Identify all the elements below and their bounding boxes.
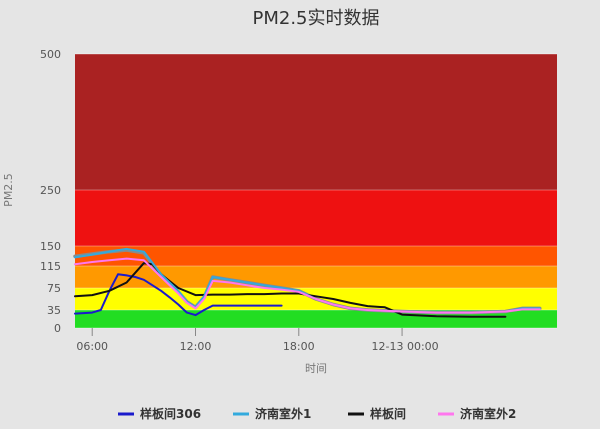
y-tick-label: 35	[47, 304, 61, 317]
legend-item[interactable]: 样板间306	[118, 406, 201, 421]
x-tick-label: 12-13 00:00	[371, 340, 438, 353]
series-line-样板间	[74, 262, 507, 318]
legend-item[interactable]: 济南室外2	[438, 406, 516, 421]
y-tick-label: 0	[54, 322, 61, 335]
legend-label: 济南室外2	[460, 406, 516, 421]
aqi-band-150-250	[75, 190, 557, 246]
y-tick-label: 115	[40, 260, 61, 273]
legend-label: 样板间	[370, 406, 406, 421]
aqi-band-75-115	[75, 266, 557, 288]
y-tick-label: 250	[40, 184, 61, 197]
legend-item[interactable]: 样板间	[348, 406, 406, 421]
y-tick-label: 75	[47, 282, 61, 295]
legend-label: 济南室外1	[255, 406, 311, 421]
y-tick-label: 500	[40, 48, 61, 61]
x-tick-label: 06:00	[76, 340, 108, 353]
chart-title: PM2.5实时数据	[252, 8, 379, 29]
legend-label: 样板间306	[140, 406, 201, 421]
legend[interactable]: 样板间306 济南室外1 样板间 济南室外2	[118, 406, 516, 421]
legend-item[interactable]: 济南室外1	[233, 406, 311, 421]
y-tick-label: 150	[40, 240, 61, 253]
aqi-band-250-500	[75, 54, 557, 190]
y-axis-label: PM2.5	[2, 173, 15, 207]
x-tick-label: 12:00	[180, 340, 212, 353]
x-tick-label: 18:00	[283, 340, 315, 353]
series-line-样板间306	[74, 273, 283, 317]
x-axis-label: 时间	[305, 362, 327, 375]
aqi-band-115-150	[75, 246, 557, 266]
series-line-济南室外2	[74, 257, 541, 314]
